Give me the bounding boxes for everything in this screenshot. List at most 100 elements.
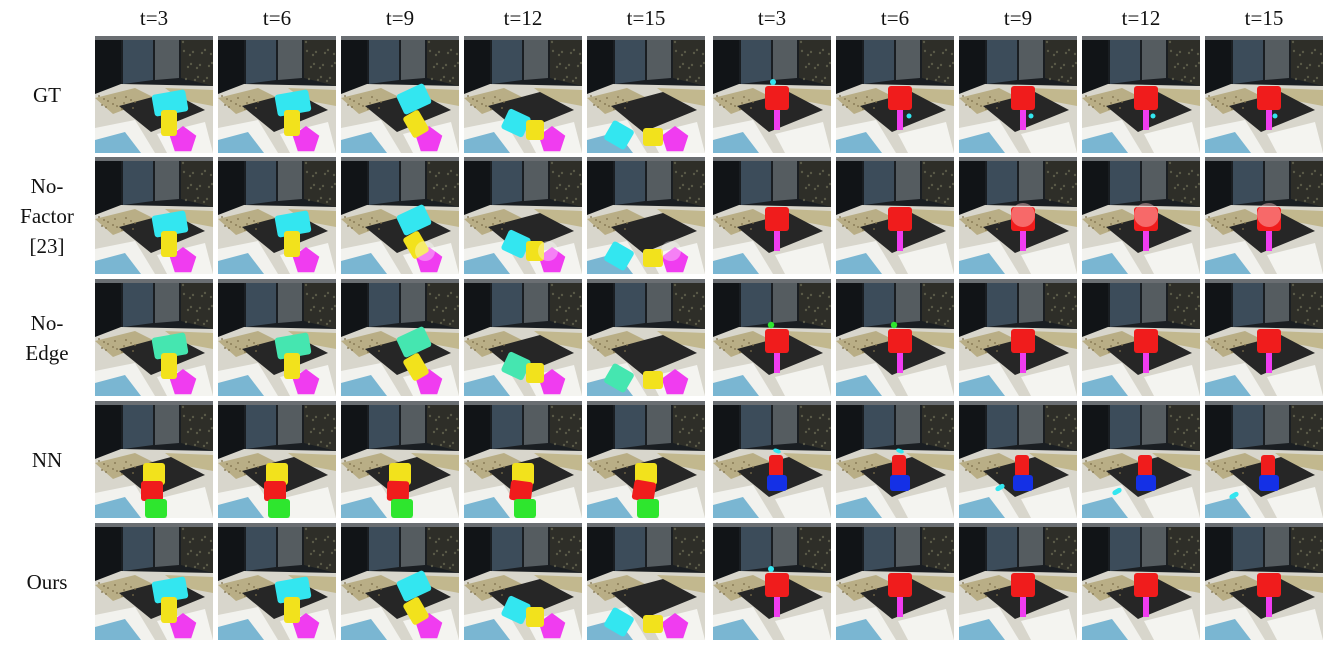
frame-image <box>341 36 459 153</box>
frame-image <box>218 36 336 153</box>
simulation-frame <box>836 401 954 518</box>
simulation-frame <box>1082 157 1200 274</box>
frame-image <box>587 401 705 518</box>
simulation-frame <box>587 279 705 396</box>
frame-image <box>95 157 213 274</box>
frame-image <box>959 523 1077 640</box>
simulation-frame <box>713 279 831 396</box>
simulation-frame <box>218 36 336 153</box>
row-label: No- <box>30 173 64 198</box>
frame-image <box>1082 523 1200 640</box>
simulation-frame <box>95 157 213 274</box>
simulation-frame <box>713 157 831 274</box>
frame-image <box>341 157 459 274</box>
simulation-frame <box>218 401 336 518</box>
frame-image <box>836 157 954 274</box>
simulation-frame <box>587 36 705 153</box>
frame-image <box>464 401 582 518</box>
column-header: t=12 <box>1121 6 1161 30</box>
frame-image <box>713 523 831 640</box>
simulation-frame <box>341 157 459 274</box>
frame-image <box>1205 279 1323 396</box>
simulation-frame <box>713 401 831 518</box>
frame-image <box>1082 401 1200 518</box>
frame-image <box>1205 157 1323 274</box>
frame-image <box>587 523 705 640</box>
frame-image <box>1082 279 1200 396</box>
simulation-frame <box>1205 523 1323 640</box>
simulation-frame <box>464 401 582 518</box>
simulation-frame <box>587 523 705 640</box>
frame-image <box>1205 523 1323 640</box>
frame-image <box>341 401 459 518</box>
row-label: [23] <box>29 233 65 258</box>
simulation-frame <box>587 157 705 274</box>
frame-image <box>218 279 336 396</box>
column-header: t=6 <box>262 6 292 30</box>
frame-image <box>1082 36 1200 153</box>
frame-image <box>713 157 831 274</box>
frame-image <box>95 36 213 153</box>
frame-image <box>341 279 459 396</box>
simulation-frame <box>836 157 954 274</box>
frame-image <box>218 401 336 518</box>
column-header: t=9 <box>1003 6 1033 30</box>
simulation-frame <box>959 523 1077 640</box>
simulation-frame <box>95 36 213 153</box>
frame-image <box>218 523 336 640</box>
simulation-frame <box>587 401 705 518</box>
row-label: Edge <box>25 340 69 365</box>
simulation-frame <box>713 36 831 153</box>
simulation-frame <box>1205 401 1323 518</box>
frame-image <box>836 36 954 153</box>
row-label: NN <box>31 447 63 472</box>
column-header: t=15 <box>1244 6 1284 30</box>
simulation-frame <box>218 157 336 274</box>
simulation-frame <box>959 279 1077 396</box>
simulation-frame <box>464 157 582 274</box>
frame-image <box>218 157 336 274</box>
frame-image <box>464 36 582 153</box>
simulation-frame <box>95 523 213 640</box>
frame-image <box>587 157 705 274</box>
simulation-frame <box>95 401 213 518</box>
simulation-frame <box>464 36 582 153</box>
frame-image <box>1082 157 1200 274</box>
row-label: No- <box>30 310 64 335</box>
column-header: t=9 <box>385 6 415 30</box>
simulation-frame <box>1205 279 1323 396</box>
simulation-frame <box>836 36 954 153</box>
frame-image <box>1205 401 1323 518</box>
frame-image <box>836 401 954 518</box>
column-header: t=6 <box>880 6 910 30</box>
simulation-frame <box>341 523 459 640</box>
frame-image <box>959 157 1077 274</box>
simulation-frame <box>218 279 336 396</box>
frame-image <box>959 36 1077 153</box>
frame-image <box>587 36 705 153</box>
simulation-frame <box>464 279 582 396</box>
frame-image <box>464 279 582 396</box>
frame-image <box>713 401 831 518</box>
simulation-frame <box>341 36 459 153</box>
simulation-frame <box>1205 36 1323 153</box>
frame-image <box>95 279 213 396</box>
frame-image <box>95 401 213 518</box>
simulation-frame <box>713 523 831 640</box>
simulation-frame <box>959 36 1077 153</box>
frame-image <box>836 523 954 640</box>
frame-image <box>713 36 831 153</box>
row-label: GT <box>33 82 61 107</box>
column-header: t=12 <box>503 6 543 30</box>
simulation-frame <box>1082 279 1200 396</box>
frame-image <box>587 279 705 396</box>
simulation-frame <box>836 523 954 640</box>
frame-image <box>713 279 831 396</box>
frame-image <box>341 523 459 640</box>
simulation-frame <box>464 523 582 640</box>
frame-image <box>1205 36 1323 153</box>
frame-image <box>959 279 1077 396</box>
simulation-frame <box>959 401 1077 518</box>
simulation-frame <box>341 279 459 396</box>
